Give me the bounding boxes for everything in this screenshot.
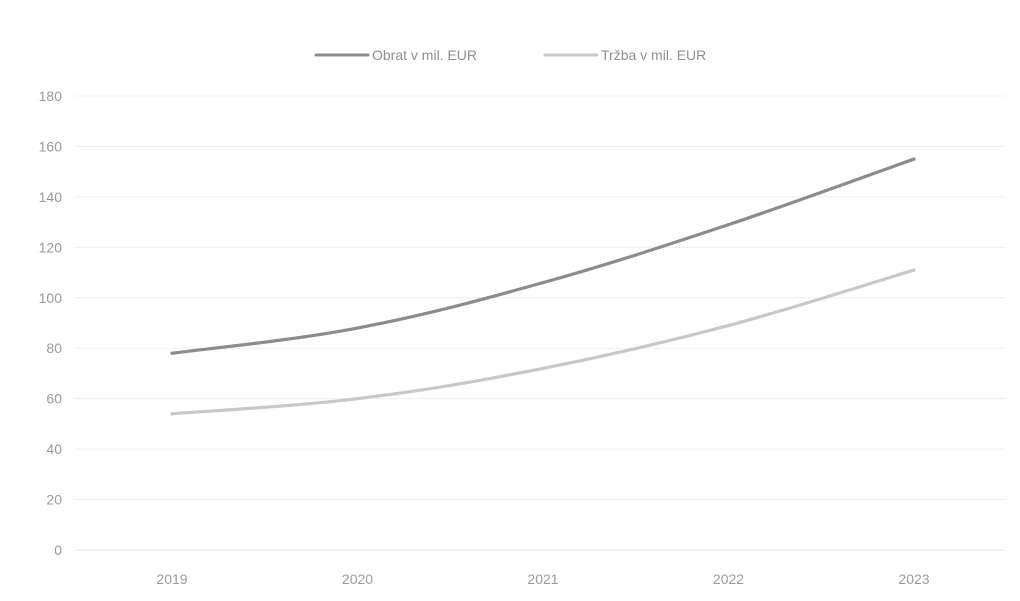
legend: Obrat v mil. EUR Tržba v mil. EUR: [314, 47, 706, 63]
y-tick-label-160: 160: [39, 138, 63, 154]
data-point-0-2020: [355, 326, 360, 330]
data-point-0-2022: [726, 223, 731, 227]
y-tick-label-100: 100: [39, 290, 63, 306]
data-point-1-2019: [170, 412, 174, 416]
x-tick-label-2023: 2023: [898, 571, 929, 587]
y-tick-label-40: 40: [46, 441, 62, 457]
x-tick-label-2022: 2022: [713, 571, 744, 587]
y-tick-label-140: 140: [39, 189, 63, 205]
x-tick-label-2020: 2020: [342, 571, 373, 587]
legend-label-trzba: Tržba v mil. EUR: [601, 47, 706, 63]
data-point-0-2021: [541, 281, 545, 285]
y-tick-label-0: 0: [54, 542, 62, 558]
data-point-1-2021: [541, 366, 545, 370]
y-tick-label-180: 180: [39, 88, 63, 104]
x-axis-ticks: 2019 2020 2021 2022 2023: [156, 571, 929, 587]
data-point-0-2023: [912, 157, 916, 161]
data-point-1-2022: [726, 323, 731, 328]
series-line-1: [170, 268, 916, 416]
y-tick-label-120: 120: [39, 239, 63, 255]
x-tick-label-2021: 2021: [527, 571, 558, 587]
y-tick-label-60: 60: [46, 391, 62, 407]
data-point-0-2019: [170, 351, 174, 355]
gridlines: [75, 95, 1005, 551]
y-axis-ticks: 0 20 40 60 80 100 120 140 160 180: [39, 88, 63, 558]
x-tick-label-2019: 2019: [156, 571, 187, 587]
series-lines: [170, 157, 916, 416]
y-tick-label-20: 20: [46, 492, 62, 508]
data-point-1-2023: [912, 268, 916, 272]
series-line-0: [170, 157, 916, 355]
data-point-1-2020: [355, 397, 360, 401]
legend-label-obrat: Obrat v mil. EUR: [372, 47, 477, 63]
y-tick-label-80: 80: [46, 340, 62, 356]
